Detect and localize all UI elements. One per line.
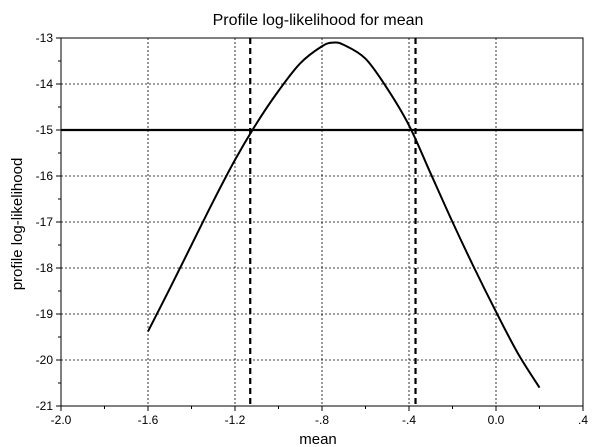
- x-tick-label: -1.6: [138, 413, 159, 427]
- x-tick-label: -.8: [315, 413, 329, 427]
- x-tick-label: -2.0: [51, 413, 72, 427]
- x-axis-label: mean: [299, 431, 337, 447]
- y-tick-label: -14: [36, 77, 54, 91]
- y-tick-label: -15: [36, 123, 54, 137]
- series-group: [147, 41, 541, 389]
- y-tick-label: -13: [36, 31, 54, 45]
- grid: [61, 38, 583, 406]
- y-axis-label: profile log-likelihood: [9, 158, 26, 291]
- y-tick-label: -17: [36, 215, 54, 229]
- plot-frame: [60, 37, 584, 407]
- y-tick-label: -18: [36, 261, 54, 275]
- x-tick-label: .4: [578, 413, 588, 427]
- y-tick-label: -16: [36, 169, 54, 183]
- x-tick-label: 0.0: [488, 413, 505, 427]
- y-tick-label: -19: [36, 307, 54, 321]
- reference-lines: [61, 38, 583, 406]
- x-tick-label: -1.2: [225, 413, 246, 427]
- series-line: [147, 41, 541, 389]
- y-tick-label: -21: [36, 399, 54, 413]
- y-tick-label: -20: [36, 353, 54, 367]
- x-tick-label: -.4: [402, 413, 416, 427]
- chart-title: Profile log-likelihood for mean: [213, 12, 424, 29]
- axis-ticks: -2.0 -1.6 -1.2 -.8 -.4 0.0 .4 -13 -14 -15 -16 -17 -1…: [36, 31, 589, 427]
